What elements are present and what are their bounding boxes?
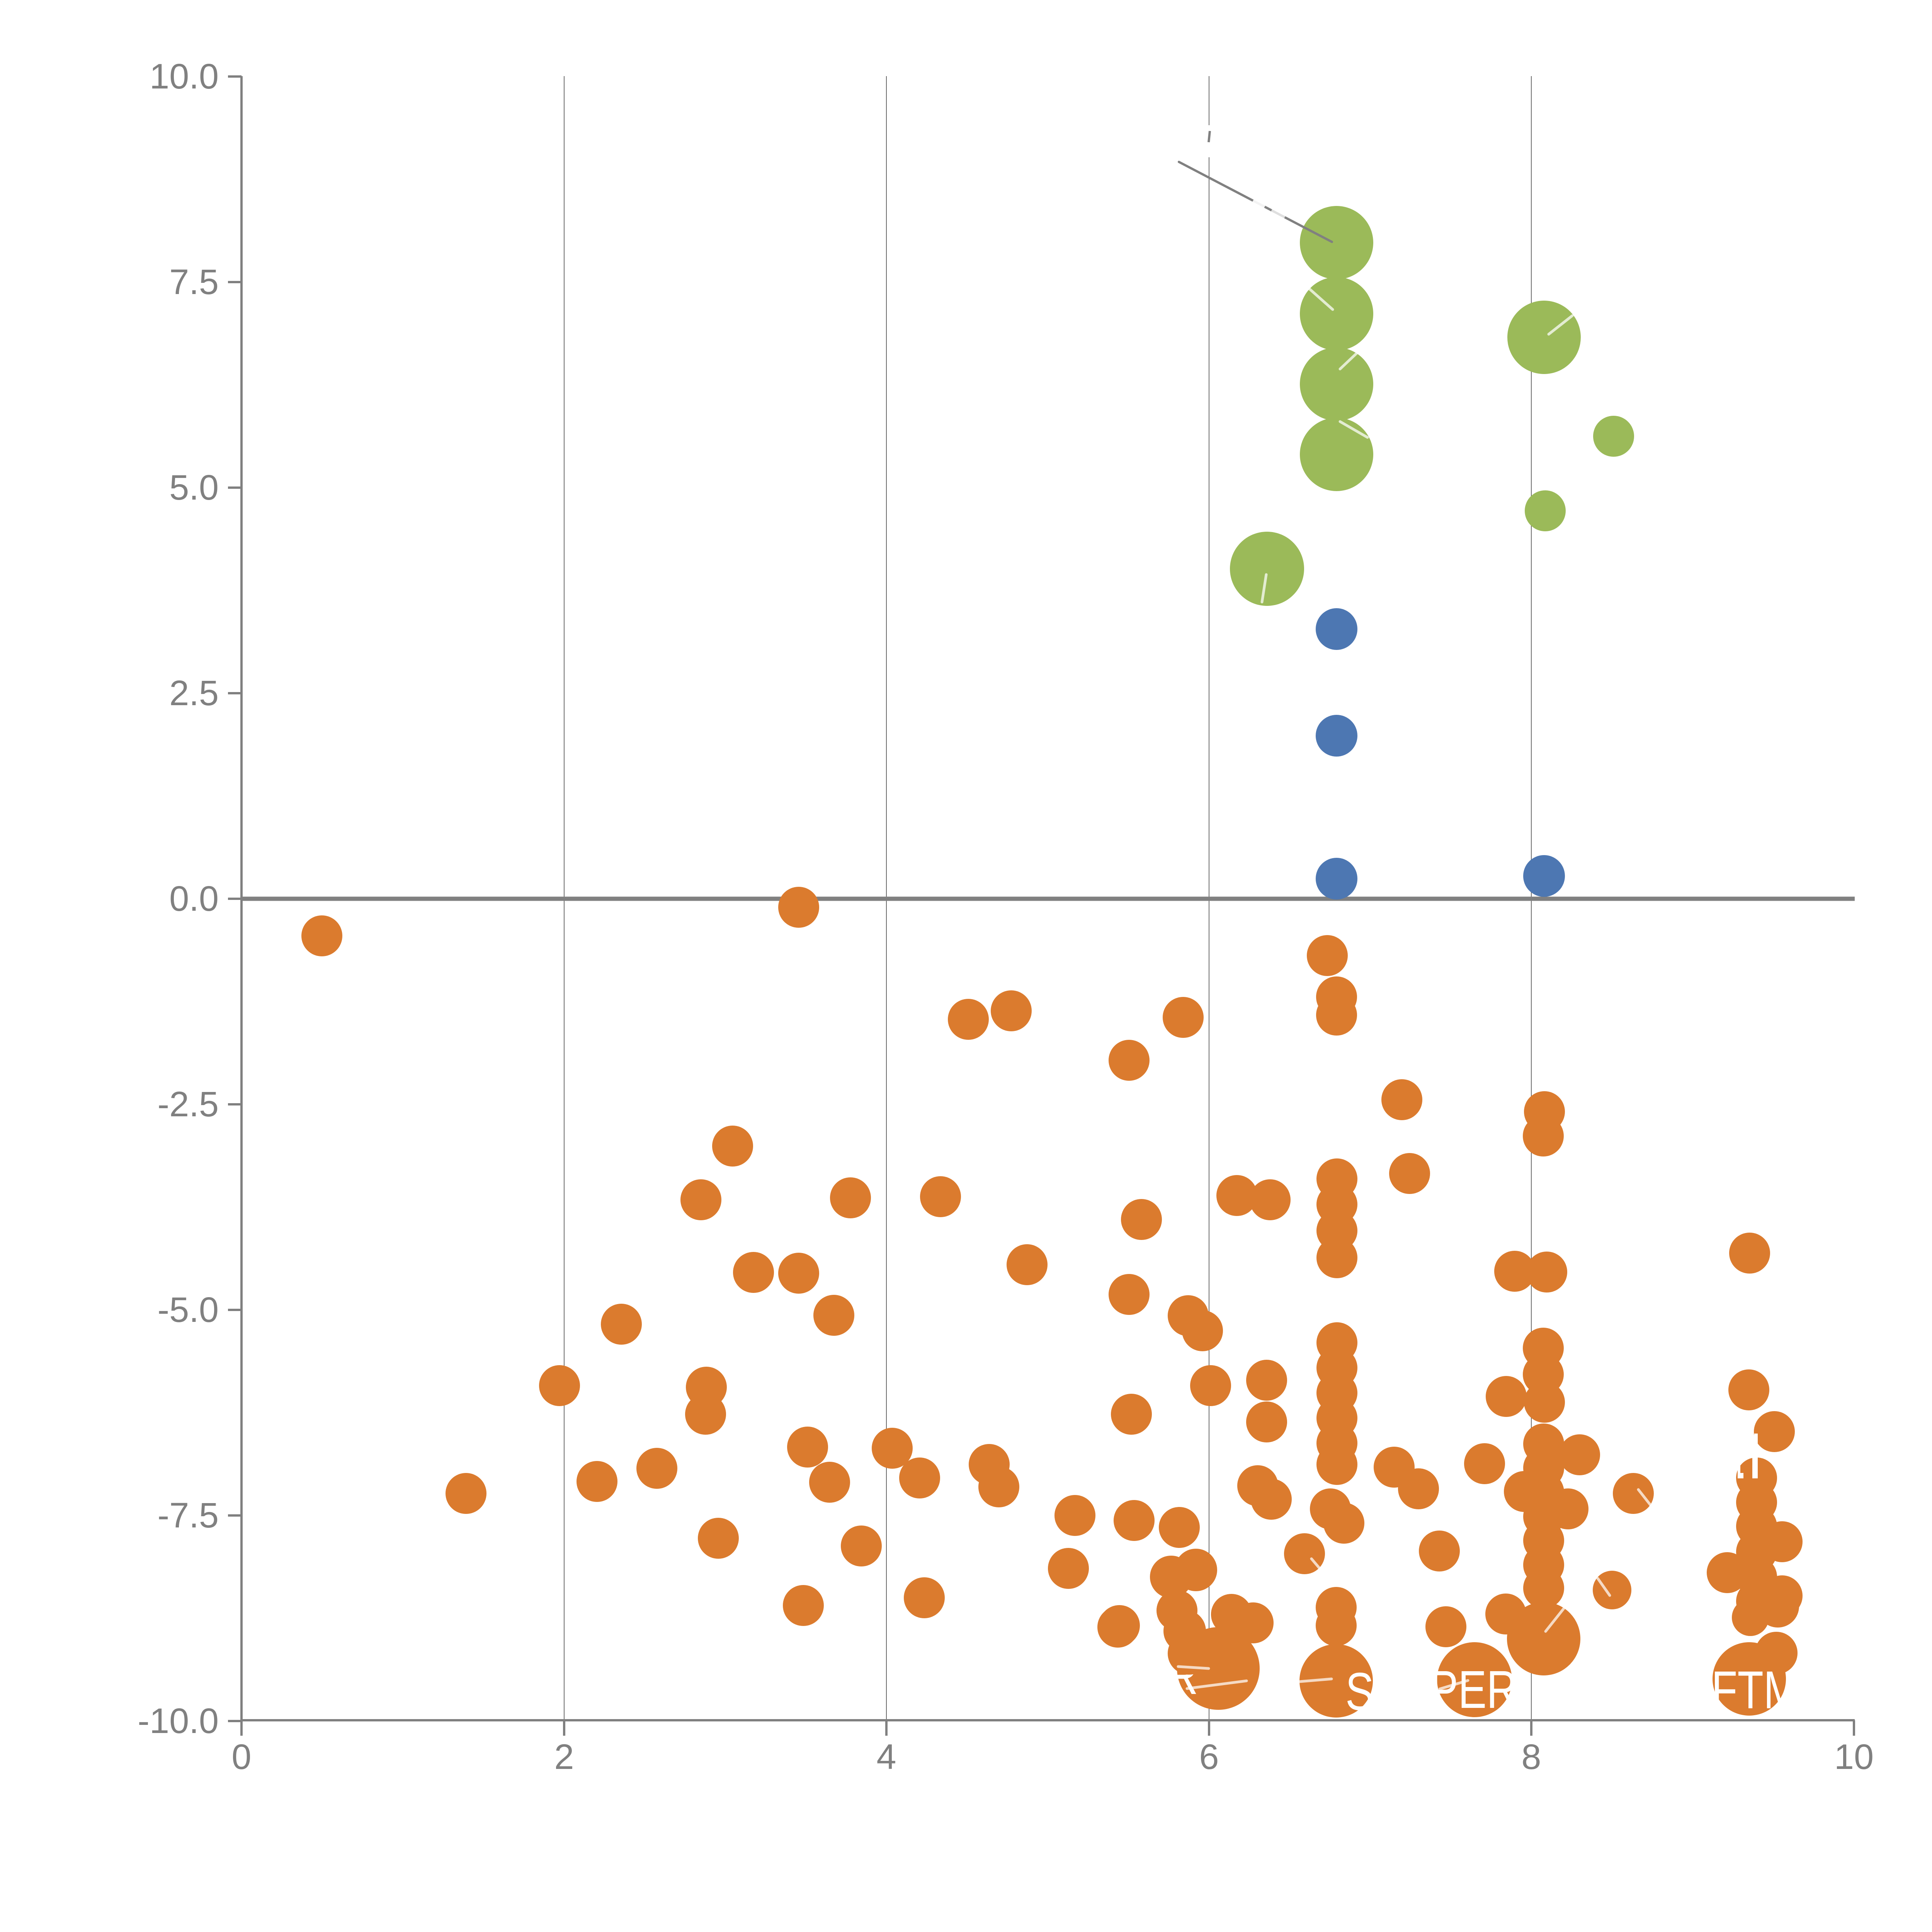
svg-text:FTM: FTM <box>1711 1660 1799 1719</box>
svg-text:0: 0 <box>231 1737 251 1777</box>
svg-text:-10.0: -10.0 <box>138 1701 219 1741</box>
svg-text:0.0: 0.0 <box>169 879 219 918</box>
svg-text:8: 8 <box>1521 1737 1541 1777</box>
svg-text:PER: PER <box>1430 1660 1517 1719</box>
svg-text:S: S <box>1345 1662 1374 1721</box>
svg-text:10.0: 10.0 <box>150 57 219 96</box>
svg-text:-7.5: -7.5 <box>157 1496 219 1535</box>
svg-text:10: 10 <box>1834 1737 1874 1777</box>
svg-text:4: 4 <box>876 1737 896 1777</box>
svg-text:5.0: 5.0 <box>169 468 219 507</box>
svg-text:-2.5: -2.5 <box>157 1085 219 1124</box>
svg-text:2.5: 2.5 <box>169 673 219 713</box>
svg-text:6: 6 <box>1199 1737 1219 1777</box>
svg-text:-5.0: -5.0 <box>157 1290 219 1330</box>
svg-text:2: 2 <box>554 1737 574 1777</box>
svg-text:7.5: 7.5 <box>169 262 219 302</box>
